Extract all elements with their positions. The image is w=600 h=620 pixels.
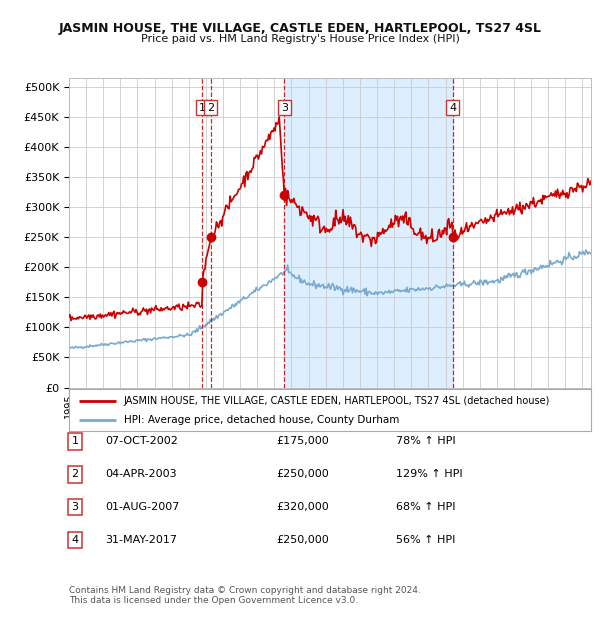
- Text: JASMIN HOUSE, THE VILLAGE, CASTLE EDEN, HARTLEPOOL, TS27 4SL (detached house): JASMIN HOUSE, THE VILLAGE, CASTLE EDEN, …: [124, 396, 550, 405]
- Bar: [284, 78, 453, 388]
- Text: 129% ↑ HPI: 129% ↑ HPI: [396, 469, 463, 479]
- Text: £250,000: £250,000: [276, 469, 329, 479]
- Text: 3: 3: [71, 502, 79, 512]
- Text: £175,000: £175,000: [276, 436, 329, 446]
- Text: 04-APR-2003: 04-APR-2003: [105, 469, 176, 479]
- Text: 3: 3: [281, 102, 288, 113]
- Text: JASMIN HOUSE, THE VILLAGE, CASTLE EDEN, HARTLEPOOL, TS27 4SL: JASMIN HOUSE, THE VILLAGE, CASTLE EDEN, …: [59, 22, 542, 35]
- Text: 56% ↑ HPI: 56% ↑ HPI: [396, 535, 455, 545]
- Text: 31-MAY-2017: 31-MAY-2017: [105, 535, 177, 545]
- Text: Contains HM Land Registry data © Crown copyright and database right 2024.: Contains HM Land Registry data © Crown c…: [69, 586, 421, 595]
- Text: 78% ↑ HPI: 78% ↑ HPI: [396, 436, 455, 446]
- Text: £320,000: £320,000: [276, 502, 329, 512]
- Text: £250,000: £250,000: [276, 535, 329, 545]
- Text: 4: 4: [71, 535, 79, 545]
- Text: 68% ↑ HPI: 68% ↑ HPI: [396, 502, 455, 512]
- Text: 4: 4: [449, 102, 456, 113]
- Text: Price paid vs. HM Land Registry's House Price Index (HPI): Price paid vs. HM Land Registry's House …: [140, 34, 460, 44]
- Text: 1: 1: [71, 436, 79, 446]
- Text: 07-OCT-2002: 07-OCT-2002: [105, 436, 178, 446]
- Text: This data is licensed under the Open Government Licence v3.0.: This data is licensed under the Open Gov…: [69, 596, 358, 606]
- Text: 2: 2: [207, 102, 214, 113]
- Text: HPI: Average price, detached house, County Durham: HPI: Average price, detached house, Coun…: [124, 415, 399, 425]
- Text: 2: 2: [71, 469, 79, 479]
- Text: 01-AUG-2007: 01-AUG-2007: [105, 502, 179, 512]
- Text: 1: 1: [199, 102, 205, 113]
